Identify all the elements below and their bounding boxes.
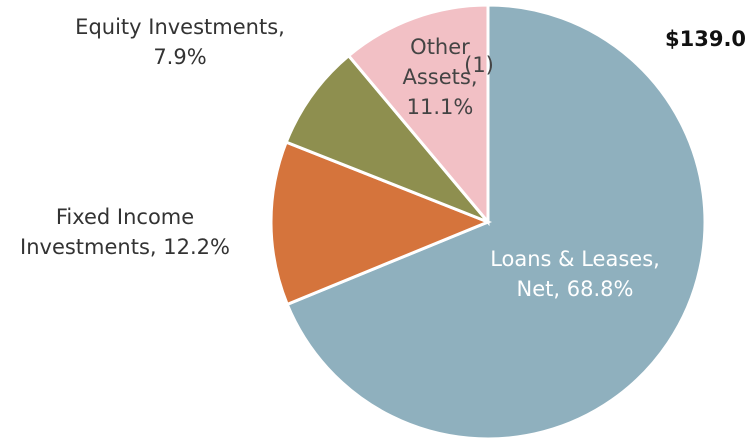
slice-label: Fixed Income <box>56 205 194 229</box>
slice-label: Investments, 12.2% <box>20 235 230 259</box>
slice-label: Equity Investments, <box>75 15 285 39</box>
slice-label: Other <box>410 35 470 59</box>
pie-slice <box>285 3 707 439</box>
footnote-marker: (1) <box>464 53 494 77</box>
pie-slice <box>346 3 490 227</box>
slice-label: Assets, <box>402 65 477 89</box>
pie-slice <box>269 140 493 307</box>
slice-label: 7.9% <box>153 45 206 69</box>
chart-title: $139.0 <box>665 27 746 51</box>
slice-label: 11.1% <box>407 95 474 119</box>
pie-slice <box>284 53 490 224</box>
slice-label: Net, 68.8% <box>517 277 634 301</box>
slice-label: Loans & Leases, <box>490 247 660 271</box>
